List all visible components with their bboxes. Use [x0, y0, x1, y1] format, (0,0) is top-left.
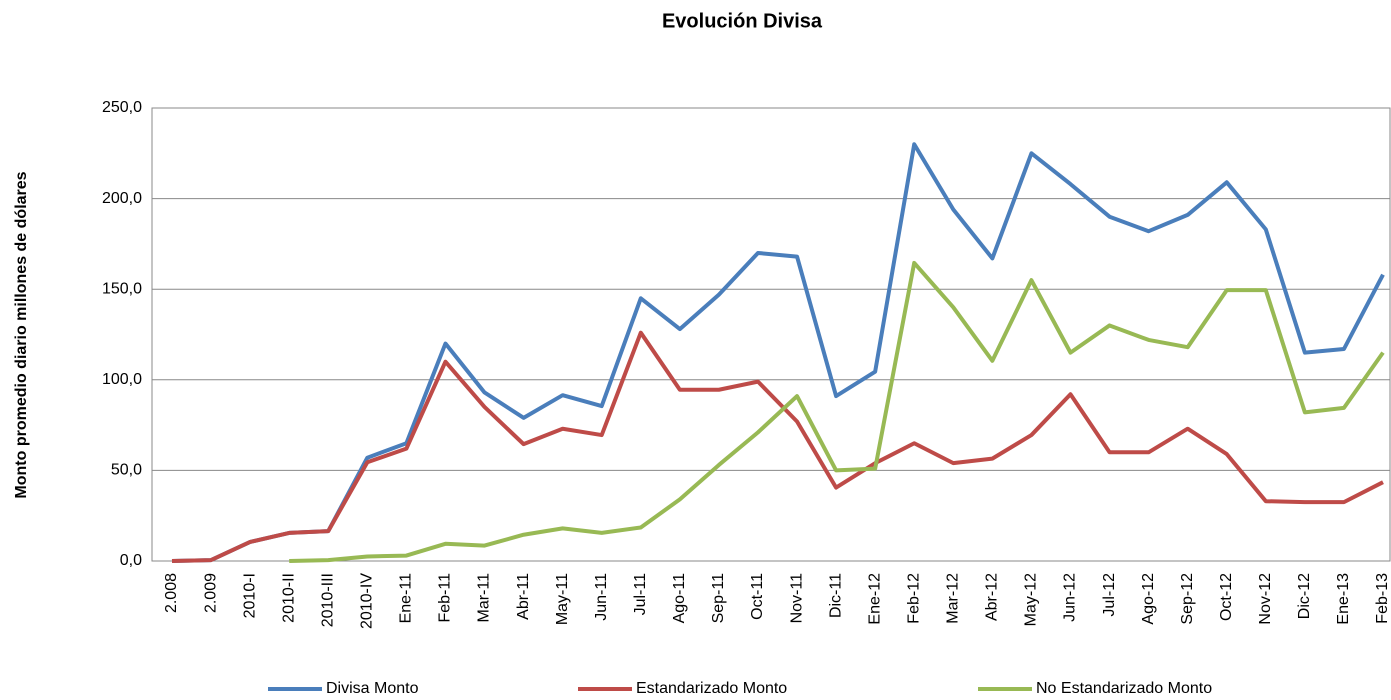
- y-axis-label: Monto promedio diario millones de dólare…: [13, 171, 30, 498]
- x-tick-label: Jun-12: [1062, 573, 1079, 622]
- plot-border: [151, 107, 1391, 562]
- x-tick-label: Dic-12: [1296, 573, 1313, 619]
- x-tick-label: Mar-11: [476, 573, 493, 623]
- x-tick-label: Jun-11: [593, 573, 610, 621]
- y-tick-label: 150,0: [102, 280, 142, 297]
- x-tick-label: 2010-III: [319, 573, 336, 627]
- x-tick-label: Ago-12: [1140, 573, 1157, 625]
- x-tick-label: Mar-12: [945, 573, 962, 624]
- x-tick-label: Sep-12: [1179, 573, 1196, 625]
- x-tick-label: Ago-11: [671, 573, 688, 624]
- x-tick-label: Nov-11: [788, 573, 805, 623]
- x-tick-label: Feb-11: [437, 573, 454, 623]
- x-tick-label: May-12: [1023, 573, 1040, 626]
- legend-label: Divisa Monto: [326, 680, 419, 697]
- legend-label: No Estandarizado Monto: [1036, 680, 1212, 697]
- x-tick-label: Feb-13: [1374, 573, 1391, 624]
- chart-title: Evolución Divisa: [662, 10, 823, 32]
- x-tick-label: 2010-IV: [359, 573, 376, 629]
- x-tick-label: Jul-12: [1101, 573, 1118, 617]
- data-line: [289, 260, 1385, 563]
- y-tick-label: 200,0: [102, 190, 142, 207]
- y-tick-label: 0,0: [120, 552, 142, 569]
- data-line: [171, 330, 1384, 563]
- x-tick-label: Ene-12: [866, 573, 883, 625]
- x-tick-label: Jul-11: [632, 573, 649, 615]
- x-tick-label: Sep-11: [710, 573, 727, 624]
- legend-label: Estandarizado Monto: [636, 680, 787, 697]
- x-tick-label: Ene-11: [398, 573, 415, 624]
- x-tick-label: Abr-12: [984, 573, 1001, 621]
- x-tick-label: 2.009: [202, 573, 219, 613]
- x-tick-label: Ene-13: [1335, 573, 1352, 625]
- x-tick-label: Oct-11: [749, 573, 766, 620]
- x-tick-label: Feb-12: [905, 573, 922, 624]
- x-tick-label: 2010-II: [280, 573, 297, 623]
- x-tick-label: Dic-11: [827, 573, 844, 618]
- y-tick-label: 250,0: [102, 99, 142, 116]
- x-tick-label: Oct-12: [1218, 573, 1235, 621]
- y-tick-label: 100,0: [102, 371, 142, 388]
- x-tick-label: Abr-11: [515, 573, 532, 620]
- x-tick-label: 2010-I: [241, 573, 258, 618]
- y-tick-label: 50,0: [111, 462, 142, 479]
- x-tick-label: May-11: [554, 573, 571, 625]
- x-tick-label: Nov-12: [1257, 573, 1274, 625]
- data-line: [171, 142, 1385, 563]
- x-tick-label: 2.008: [163, 573, 180, 613]
